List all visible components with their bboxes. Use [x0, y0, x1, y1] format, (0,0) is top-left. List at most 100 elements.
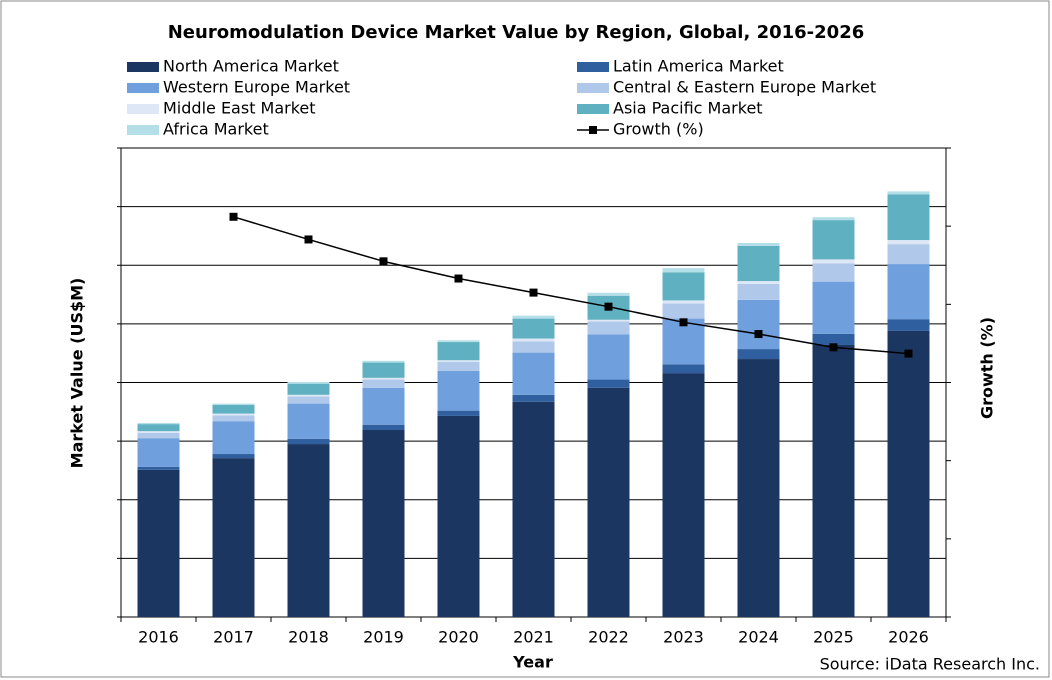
bar-segment [887, 319, 930, 331]
bar-segment [212, 458, 255, 617]
bar-segment [362, 387, 405, 425]
bar-segment [437, 410, 480, 416]
bar-segment [362, 429, 405, 617]
legend-swatch [127, 62, 159, 72]
bar-segment [512, 338, 555, 342]
bar-segment [887, 191, 930, 195]
x-tick-label: 2016 [138, 628, 179, 647]
x-axis-title: Year [512, 653, 553, 672]
x-tick-label: 2019 [363, 628, 404, 647]
bar-segment [887, 244, 930, 265]
bar-segment [812, 263, 855, 282]
legend-marker [589, 126, 597, 134]
legend-label: North America Market [163, 57, 339, 76]
bar-segment [137, 438, 180, 467]
bar-segment [737, 349, 780, 360]
legend-label: Africa Market [163, 120, 269, 139]
bar-segment [437, 342, 480, 361]
bar-segment [212, 421, 255, 455]
bar-segment [362, 362, 405, 378]
bar-segment [737, 359, 780, 617]
bar-segment [287, 381, 330, 384]
bar-segment [662, 268, 705, 273]
bar-segment [137, 424, 180, 432]
bar-segment [812, 333, 855, 345]
bar-segment [662, 272, 705, 301]
bar-segment [287, 394, 330, 397]
growth-marker [454, 274, 463, 283]
bar-segment [812, 217, 855, 221]
legend-label: Growth (%) [613, 120, 704, 139]
y2-axis-title: Growth (%) [978, 317, 997, 419]
bar-segment [437, 361, 480, 371]
bar-segment [512, 318, 555, 339]
bar-segment [737, 281, 780, 285]
bar-segment [287, 403, 330, 439]
bar-segment [812, 259, 855, 264]
bar-segment [512, 315, 555, 319]
x-tick-label: 2025 [813, 628, 854, 647]
bar-segment [362, 424, 405, 430]
x-tick-label: 2026 [888, 628, 929, 647]
x-tick-label: 2022 [588, 628, 629, 647]
bar-segment [362, 360, 405, 363]
bar-segment [812, 344, 855, 617]
bar-segment [287, 438, 330, 445]
x-tick-label: 2021 [513, 628, 554, 647]
growth-marker [304, 235, 313, 244]
legend-label: Central & Eastern Europe Market [613, 78, 876, 97]
legend-swatch [127, 83, 159, 93]
bar-segment [587, 319, 630, 322]
legend-label: Latin America Market [613, 57, 784, 76]
bar-segment [587, 321, 630, 335]
bar-segment [812, 220, 855, 260]
bar-segment [437, 360, 480, 362]
bar-segment [662, 303, 705, 319]
growth-marker [604, 302, 613, 311]
growth-marker [904, 349, 913, 358]
bar-segment [287, 444, 330, 617]
legend-swatch [577, 83, 609, 93]
source: Source: iData Research Inc. [820, 655, 1040, 674]
x-tick-label: 2017 [213, 628, 254, 647]
chart-title: Neuromodulation Device Market Value by R… [168, 22, 865, 43]
bar-segment [137, 431, 180, 433]
bar-segment [587, 387, 630, 617]
bar-segment [512, 401, 555, 617]
legend-label: Western Europe Market [163, 78, 350, 97]
growth-marker [229, 212, 238, 221]
bar-segment [512, 341, 555, 353]
bar-segment [287, 396, 330, 404]
growth-line [233, 216, 909, 355]
bar-segment [737, 284, 780, 300]
bar-segment [437, 370, 480, 411]
bar-segment [212, 454, 255, 459]
bar-segment [137, 466, 180, 470]
bar-segment [137, 422, 180, 425]
bar-segment [512, 352, 555, 395]
bar-segment [512, 394, 555, 402]
bar-segment [437, 415, 480, 617]
bar-segment [887, 194, 930, 241]
growth-marker [754, 330, 763, 339]
bar-segment [587, 379, 630, 388]
bar-segment [212, 413, 255, 416]
bar-segment [812, 281, 855, 334]
bar-segment [362, 377, 405, 380]
bar-segment [662, 300, 705, 304]
bar-segment [887, 330, 930, 617]
bar-segment [662, 373, 705, 617]
growth-marker [829, 343, 838, 352]
bar-segment [212, 404, 255, 414]
bar-segment [587, 334, 630, 380]
bar-segment [437, 340, 480, 343]
x-tick-label: 2024 [738, 628, 779, 647]
legend-swatch [577, 62, 609, 72]
x-tick-label: 2020 [438, 628, 479, 647]
bar-segment [287, 383, 330, 395]
y-axis-title: Market Value (US$M) [68, 278, 87, 469]
x-tick-label: 2023 [663, 628, 704, 647]
bar-segment [362, 379, 405, 388]
legend-swatch [127, 125, 159, 135]
